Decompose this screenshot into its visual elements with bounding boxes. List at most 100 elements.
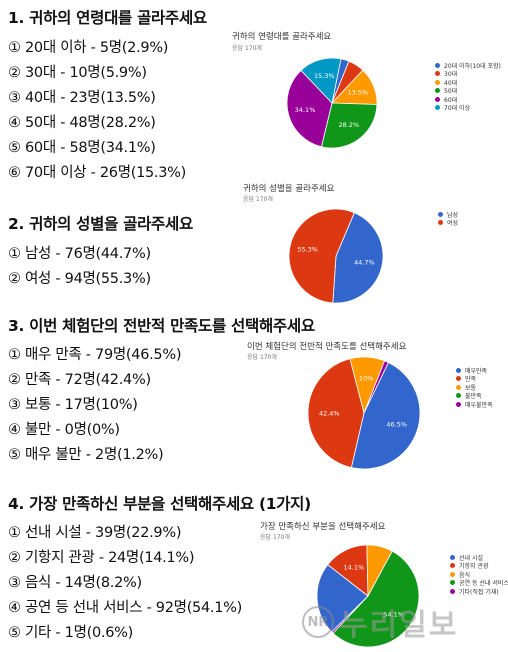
legend-entry: 매우불만족 bbox=[456, 400, 493, 409]
legend-entry: 매우만족 bbox=[456, 366, 493, 375]
watermark-emblem: NR bbox=[302, 606, 334, 638]
pie-slice-label-2: 14.1% bbox=[343, 564, 364, 572]
q4-answer-3: ③ 음식 - 14명(8.2%) bbox=[8, 575, 142, 591]
chart-1-subtitle: 응답 170개 bbox=[232, 45, 262, 52]
pie-slice-label-3: 10% bbox=[359, 374, 373, 382]
legend-swatch bbox=[438, 211, 443, 217]
pie-slice-label-1: 46.5% bbox=[386, 421, 407, 429]
legend-label: 선내 시설 bbox=[459, 554, 483, 562]
legend-entry: 만족 bbox=[456, 375, 493, 384]
pie-slice-1 bbox=[332, 212, 384, 304]
legend-entry: 30대 bbox=[435, 70, 501, 79]
chart-2-pie: 44.7% 55.3% bbox=[288, 208, 384, 304]
q1-answer-5: ⑤ 60대 - 58명(34.1%) bbox=[8, 140, 156, 156]
q1-answer-6: ⑥ 70대 이상 - 26명(15.3%) bbox=[8, 165, 187, 181]
q3-answer-5: ⑤ 매우 불만 - 2명(1.2%) bbox=[8, 447, 164, 463]
q3-answer-3: ③ 보통 - 17명(10%) bbox=[8, 397, 138, 413]
q1-answer-1: ① 20대 이하 - 5명(2.9%) bbox=[8, 40, 169, 56]
q4-answer-4: ④ 공연 등 선내 서비스 - 92명(54.1%) bbox=[8, 600, 242, 616]
chart-4-title: 가장 만족하신 부분을 선택해주세요 bbox=[260, 522, 386, 532]
chart-1-title: 귀하의 연령대를 골라주세요 bbox=[232, 32, 332, 42]
question-4-title: 4. 가장 만족하신 부분을 선택해주세요 (1가지) bbox=[8, 495, 311, 513]
legend-label: 기타(직접 기재) bbox=[459, 588, 499, 596]
legend-swatch bbox=[456, 401, 461, 407]
legend-swatch bbox=[456, 393, 461, 399]
pie-slice-label-2: 42.4% bbox=[319, 409, 340, 417]
legend-entry: 선내 시설 bbox=[450, 553, 508, 562]
legend-entry: 공연 등 선내 서비스 bbox=[450, 579, 508, 588]
legend-swatch bbox=[450, 588, 455, 594]
legend-label: 공연 등 선내 서비스 bbox=[459, 580, 508, 588]
legend-swatch bbox=[450, 554, 455, 560]
legend-swatch bbox=[450, 571, 455, 577]
legend-entry: 보통 bbox=[456, 383, 493, 392]
question-3-title: 3. 이번 체험단의 전반적 만족도를 선택해주세요 bbox=[8, 317, 315, 335]
pie-slice-5 bbox=[286, 69, 333, 148]
legend-label: 50대 bbox=[444, 88, 458, 96]
legend-swatch bbox=[450, 580, 455, 586]
pie-slice-2 bbox=[307, 358, 365, 469]
pie-slice-label-1: 44.7% bbox=[354, 259, 375, 267]
legend-label: 70대 이상 bbox=[444, 105, 471, 113]
chart-3-legend: 매우만족 만족 보통 불만족 매우불만족 bbox=[456, 366, 493, 409]
legend-label: 30대 bbox=[444, 71, 458, 79]
pie-slice-label-4: 28.2% bbox=[339, 121, 360, 129]
legend-entry: 20대 이하(10대 포함) bbox=[435, 61, 501, 70]
pie-slice-label-2: 55.3% bbox=[297, 245, 318, 253]
chart-3-title: 이번 체험단의 전반적 만족도를 선택해주세요 bbox=[247, 342, 407, 352]
legend-label: 불만족 bbox=[465, 393, 482, 401]
legend-label: 보통 bbox=[465, 384, 477, 392]
question-2-title: 2. 귀하의 성별을 골라주세요 bbox=[8, 215, 193, 233]
pie-slice-label-5: 34.1% bbox=[295, 106, 316, 114]
pie-slice-label-6: 15.3% bbox=[314, 72, 335, 80]
legend-label: 기항지 관광 bbox=[459, 563, 489, 571]
legend-swatch bbox=[435, 96, 440, 102]
question-1-title: 1. 귀하의 연령대를 골라주세요 bbox=[8, 9, 207, 27]
legend-swatch bbox=[438, 220, 443, 226]
legend-swatch bbox=[456, 384, 461, 390]
watermark-text: 누리일보 bbox=[340, 608, 459, 643]
pie-slice-6 bbox=[300, 57, 342, 104]
legend-label: 20대 이하(10대 포함) bbox=[444, 62, 501, 70]
legend-entry: 70대 이상 bbox=[435, 104, 501, 113]
legend-entry: 기타(직접 기재) bbox=[450, 587, 508, 596]
pie-slice-4 bbox=[332, 550, 420, 648]
q2-answer-1: ① 남성 - 76명(44.7%) bbox=[8, 246, 151, 262]
chart-4-pie: 14.1% 54.1% bbox=[316, 544, 420, 648]
legend-entry: 음식 bbox=[450, 570, 508, 579]
pie-slice-label-3: 13.5% bbox=[347, 88, 368, 96]
q1-answer-4: ④ 50대 - 48명(28.2%) bbox=[8, 115, 156, 131]
legend-entry: 여성 bbox=[438, 219, 459, 228]
q3-answer-2: ② 만족 - 72명(42.4%) bbox=[8, 372, 151, 388]
pie-slice-2 bbox=[288, 208, 355, 304]
q1-answer-3: ③ 40대 - 23명(13.5%) bbox=[8, 90, 156, 106]
pie-slice-5 bbox=[331, 595, 369, 634]
chart-2-title: 귀하의 성별을 골라주세요 bbox=[243, 184, 335, 194]
legend-swatch bbox=[456, 376, 461, 382]
pie-slice-1 bbox=[350, 362, 421, 470]
pie-slice-5 bbox=[363, 360, 389, 414]
q1-answer-2: ② 30대 - 10명(5.9%) bbox=[8, 65, 147, 81]
legend-entry: 40대 bbox=[435, 78, 501, 87]
legend-entry: 남성 bbox=[438, 210, 458, 219]
legend-label: 만족 bbox=[465, 376, 477, 384]
q3-answer-1: ① 매우 만족 - 79명(46.5%) bbox=[8, 347, 182, 363]
chart-1-legend: 20대 이하(10대 포함) 30대 40대 50대 60대 70대 이상 bbox=[435, 61, 501, 112]
q4-answer-5: ⑤ 기타 - 1명(0.6%) bbox=[8, 625, 133, 641]
legend-label: 남성 bbox=[447, 211, 459, 219]
q2-answer-2: ② 여성 - 94명(55.3%) bbox=[8, 271, 151, 287]
legend-swatch bbox=[450, 563, 455, 569]
chart-2-legend: 남성 여성 bbox=[438, 210, 458, 227]
legend-label: 음식 bbox=[459, 571, 471, 579]
legend-swatch bbox=[435, 79, 440, 85]
legend-label: 매우만족 bbox=[465, 367, 488, 375]
chart-4-legend: 선내 시설 기항지 관광 음식 공연 등 선내 서비스 기타(직접 기재) bbox=[450, 553, 508, 596]
legend-entry: 불만족 bbox=[456, 392, 493, 401]
legend-swatch bbox=[435, 62, 440, 68]
q4-answer-1: ① 선내 시설 - 39명(22.9%) bbox=[8, 525, 182, 541]
legend-label: 여성 bbox=[447, 220, 459, 228]
chart-4-subtitle: 응답 170개 bbox=[260, 534, 290, 541]
chart-1-pie: 13.5% 28.2% 34.1% 15.3% bbox=[286, 57, 378, 149]
pie-slice-4 bbox=[320, 102, 378, 149]
legend-entry: 60대 bbox=[435, 95, 501, 104]
